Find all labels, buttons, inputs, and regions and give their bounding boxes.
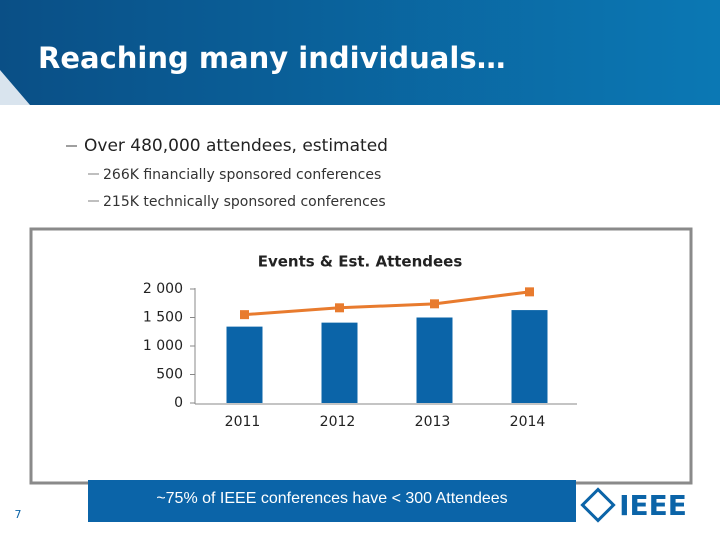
line-marker xyxy=(240,310,249,320)
slide-title: Reaching many individuals… xyxy=(38,41,506,75)
chart-frame xyxy=(29,227,693,485)
chart-title: Events & Est. Attendees xyxy=(258,253,463,271)
bullet-sub: 266K financially sponsored conferences xyxy=(103,167,381,183)
y-tick-label: 2 000 xyxy=(143,281,183,297)
line-marker xyxy=(430,299,439,309)
callout: ~75% of IEEE conferences have < 300 Atte… xyxy=(156,490,507,507)
header-band xyxy=(0,0,720,105)
x-tick-label: 2013 xyxy=(415,414,451,430)
plot: 0 500 1 000 1 500 2 000 2011 2012 2013 2014 xyxy=(143,281,548,430)
y-tick-label: 0 xyxy=(174,395,183,411)
bar xyxy=(416,317,453,403)
bar xyxy=(226,326,263,403)
bar xyxy=(511,310,548,403)
bullet-sub: 215K technically sponsored conferences xyxy=(103,194,386,210)
header-cut xyxy=(0,70,30,105)
bar xyxy=(321,322,358,403)
x-tick-label: 2012 xyxy=(320,414,356,430)
line-marker xyxy=(335,303,344,313)
callout-box xyxy=(88,480,576,522)
line xyxy=(244,290,530,317)
logo: IEEE xyxy=(580,487,687,523)
logo-diamond xyxy=(580,487,616,523)
y-tick-label: 1 500 xyxy=(143,310,183,326)
page-number: 7 xyxy=(15,508,22,521)
y-tick-label: 1 000 xyxy=(143,338,183,354)
x-tick-label: 2014 xyxy=(510,414,546,430)
bullet-main: Over 480,000 attendees, estimated xyxy=(84,136,388,156)
line-marker xyxy=(525,287,534,297)
logo-text: IEEE xyxy=(619,489,687,522)
x-tick-label: 2011 xyxy=(225,414,261,430)
y-tick-label: 500 xyxy=(156,367,183,383)
